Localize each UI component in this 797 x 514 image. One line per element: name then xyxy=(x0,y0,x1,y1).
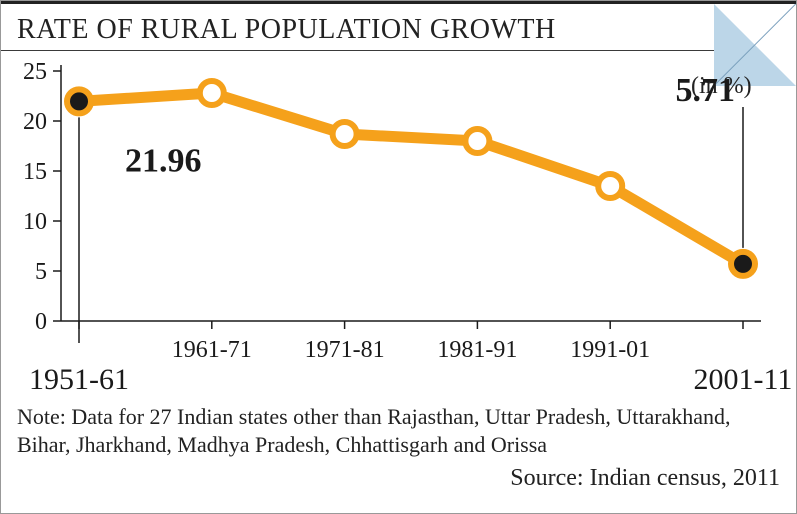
x-tick-label: 2001-11 xyxy=(694,363,793,396)
y-tick-label: 20 xyxy=(23,109,47,135)
footnote: Note: Data for 27 Indian states other th… xyxy=(17,403,780,459)
data-point xyxy=(333,122,357,146)
last-value-label: 5.71 xyxy=(676,72,736,109)
data-point xyxy=(598,174,622,198)
y-tick-label: 5 xyxy=(35,259,47,285)
first-value-label: 21.96 xyxy=(125,142,202,179)
data-point xyxy=(465,129,489,153)
x-tick-label: 1991-01 xyxy=(570,337,650,363)
x-tick-label: 1981-91 xyxy=(437,337,517,363)
y-tick-label: 25 xyxy=(23,59,47,85)
x-tick-label: 1961-71 xyxy=(172,337,252,363)
data-point xyxy=(731,252,755,276)
y-tick-label: 15 xyxy=(23,159,47,185)
chart-card: RATE OF RURAL POPULATION GROWTH (in %) 0… xyxy=(0,0,797,514)
y-tick-label: 10 xyxy=(23,209,47,235)
source-label: Source: Indian census, 2011 xyxy=(510,465,780,492)
data-point xyxy=(200,81,224,105)
y-tick-label: 0 xyxy=(35,309,47,335)
data-point xyxy=(67,89,91,113)
x-tick-label: 1951-61 xyxy=(29,363,129,396)
x-tick-label: 1971-81 xyxy=(305,337,385,363)
